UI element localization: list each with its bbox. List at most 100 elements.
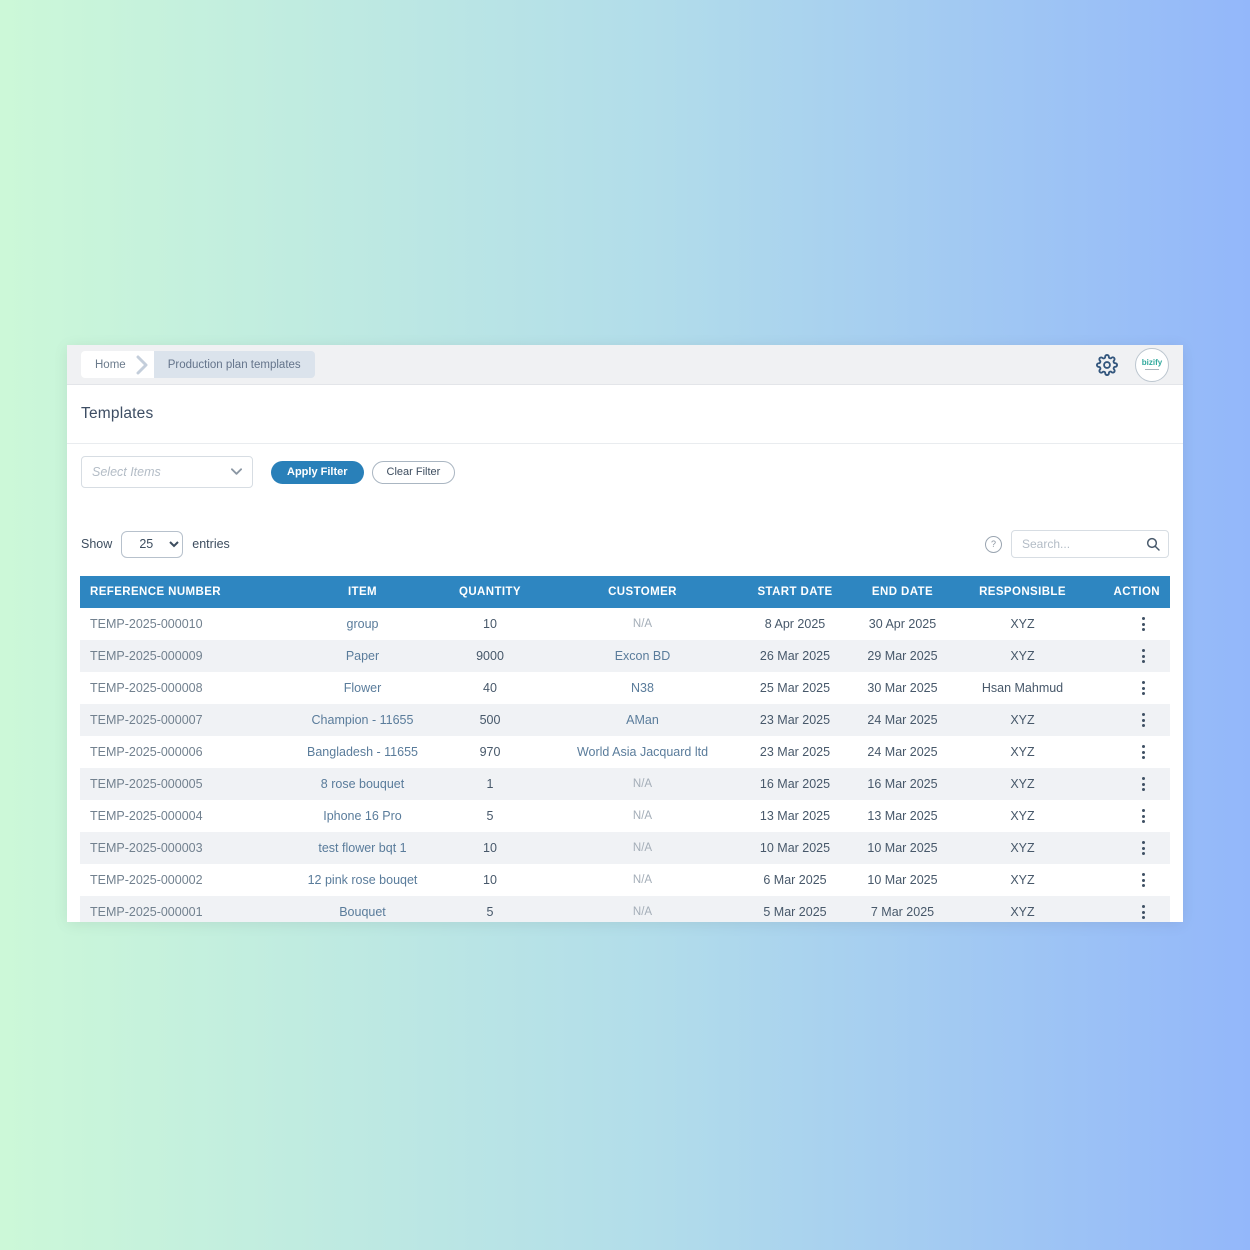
cell-start-date: 5 Mar 2025 (763, 905, 827, 919)
cell-responsible: XYZ (1010, 617, 1035, 631)
cell-start-date: 6 Mar 2025 (763, 873, 827, 887)
breadcrumb-current-label: Production plan templates (167, 358, 301, 371)
cell-end-date: 24 Mar 2025 (867, 713, 938, 727)
table-row[interactable]: TEMP-2025-000007 Champion - 11655 500 AMan 2… (80, 704, 1170, 736)
cell-responsible: XYZ (1010, 649, 1035, 663)
cell-item: 12 pink rose bouqet (307, 873, 418, 887)
cell-quantity: 10 (483, 873, 497, 887)
cell-quantity: 10 (483, 841, 497, 855)
cell-responsible: XYZ (1010, 713, 1035, 727)
settings-gear-icon[interactable] (1095, 353, 1119, 377)
breadcrumb-current[interactable]: Production plan templates (153, 351, 315, 378)
cell-action (1090, 614, 1170, 634)
cell-responsible: XYZ (1010, 809, 1035, 823)
table-row[interactable]: TEMP-2025-000002 12 pink rose bouqet 10 N/A… (80, 864, 1170, 896)
table-row[interactable]: TEMP-2025-000008 Flower 40 N38 25 Mar 2025 30… (80, 672, 1170, 704)
cell-quantity: 5 (486, 809, 494, 823)
row-actions-icon[interactable] (1137, 870, 1150, 890)
page-size-select[interactable]: 25 (121, 530, 184, 558)
column-header-customer[interactable]: CUSTOMER (608, 586, 677, 598)
table-row[interactable]: TEMP-2025-000009 Paper 9000 Excon BD 26 Mar … (80, 640, 1170, 672)
row-actions-icon[interactable] (1137, 742, 1150, 762)
help-icon[interactable]: ? (985, 535, 1002, 553)
avatar-logo-tagline (1145, 368, 1159, 371)
app-window: Home Production plan templates bizify (67, 345, 1183, 922)
column-header-end-date[interactable]: END DATE (871, 586, 934, 598)
cell-responsible: XYZ (1010, 905, 1035, 919)
cell-start-date: 25 Mar 2025 (759, 681, 831, 695)
cell-quantity: 5 (486, 905, 494, 919)
cell-action (1090, 678, 1170, 698)
table-row[interactable]: TEMP-2025-000004 Iphone 16 Pro 5 N/A 13 Mar … (80, 800, 1170, 832)
avatar[interactable]: bizify (1135, 347, 1169, 382)
table-row[interactable]: TEMP-2025-000010 group 10 N/A 8 Apr 2025 30 A… (80, 608, 1170, 640)
cell-start-date: 13 Mar 2025 (759, 809, 831, 823)
clear-filter-button[interactable]: Clear Filter (371, 460, 456, 484)
row-actions-icon[interactable] (1137, 646, 1150, 666)
cell-end-date: 30 Apr 2025 (868, 617, 937, 631)
page-header: Templates (67, 385, 1183, 444)
row-actions-icon[interactable] (1137, 806, 1150, 826)
cell-start-date: 16 Mar 2025 (759, 777, 831, 791)
cell-end-date: 24 Mar 2025 (867, 745, 938, 759)
cell-end-date: 16 Mar 2025 (867, 777, 938, 791)
templates-table: REFERENCE NUMBER ITEM QUANTITY CUSTOMER STAR… (80, 576, 1170, 922)
cell-item: Flower (343, 681, 382, 695)
cell-responsible: XYZ (1010, 841, 1035, 855)
cell-item: Champion - 11655 (311, 713, 414, 727)
column-header-item[interactable]: ITEM (347, 586, 378, 598)
avatar-logo-text: bizify (1141, 357, 1163, 367)
search-box (1011, 530, 1169, 558)
column-header-action[interactable]: ACTION (1113, 586, 1160, 598)
cell-action (1090, 838, 1170, 858)
column-header-responsible[interactable]: RESPONSIBLE (979, 586, 1066, 598)
breadcrumb-home[interactable]: Home (81, 351, 130, 378)
cell-end-date: 30 Mar 2025 (867, 681, 938, 695)
apply-filter-button[interactable]: Apply Filter (271, 460, 364, 484)
row-actions-icon[interactable] (1137, 678, 1150, 698)
row-actions-icon[interactable] (1137, 774, 1150, 794)
column-header-reference-number[interactable]: REFERENCE NUMBER (90, 586, 221, 598)
cell-item: Iphone 16 Pro (323, 809, 402, 823)
select-items-dropdown[interactable]: Select Items (81, 456, 253, 488)
cell-start-date: 8 Apr 2025 (764, 617, 826, 631)
cell-action (1090, 774, 1170, 794)
row-actions-icon[interactable] (1137, 838, 1150, 858)
cell-action (1090, 646, 1170, 666)
table-row[interactable]: TEMP-2025-000006 Bangladesh - 11655 970 Wor… (80, 736, 1170, 768)
table-row[interactable]: TEMP-2025-000001 Bouquet 5 N/A 5 Mar 2025 7 M… (80, 896, 1170, 922)
breadcrumb: Home Production plan templates (81, 351, 315, 378)
cell-item: group (346, 617, 379, 631)
cell-customer: N/A (632, 842, 653, 854)
search-input[interactable] (1011, 530, 1169, 558)
cell-item: test flower bqt 1 (318, 841, 407, 855)
cell-item: Bouquet (339, 905, 386, 919)
row-actions-icon[interactable] (1137, 710, 1150, 730)
cell-item: Bangladesh - 11655 (307, 745, 418, 759)
row-actions-icon[interactable] (1137, 614, 1150, 634)
breadcrumb-chevron-icon (129, 351, 154, 378)
row-actions-icon[interactable] (1137, 902, 1150, 922)
cell-customer: N/A (632, 778, 653, 790)
search-icon (1146, 537, 1160, 551)
cell-responsible: XYZ (1010, 873, 1035, 887)
show-label: Show (81, 537, 113, 551)
column-header-start-date[interactable]: START DATE (757, 586, 833, 598)
table-header-row: REFERENCE NUMBER ITEM QUANTITY CUSTOMER STAR… (80, 576, 1170, 608)
cell-start-date: 26 Mar 2025 (759, 649, 831, 663)
cell-quantity: 970 (479, 745, 501, 759)
column-header-quantity[interactable]: QUANTITY (459, 586, 521, 598)
page-size-control: Show 25 entries (81, 530, 230, 558)
cell-responsible: XYZ (1010, 777, 1035, 791)
cell-customer: N/A (632, 810, 653, 822)
table-row[interactable]: TEMP-2025-000003 test flower bqt 1 10 N/A 10… (80, 832, 1170, 864)
cell-customer: N/A (632, 618, 653, 630)
list-controls: Show 25 entries ? (81, 530, 1169, 558)
filter-bar: Select Items Apply Filter Clear Filter (81, 456, 1169, 488)
cell-action (1090, 902, 1170, 922)
chevron-down-icon (231, 468, 242, 475)
table-row[interactable]: TEMP-2025-000005 8 rose bouquet 1 N/A 16 Mar… (80, 768, 1170, 800)
search-area: ? (985, 530, 1169, 558)
cell-item: Paper (345, 649, 380, 663)
cell-customer: N/A (632, 874, 653, 886)
